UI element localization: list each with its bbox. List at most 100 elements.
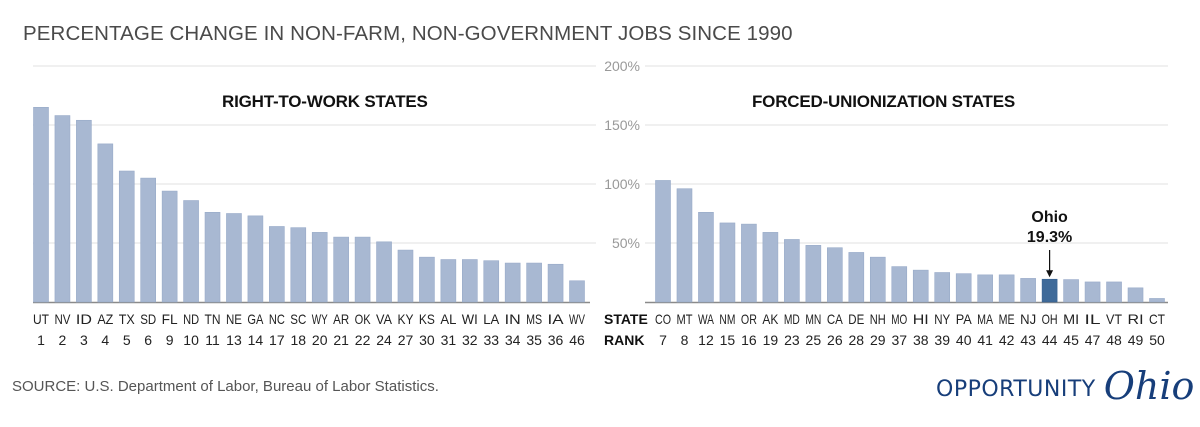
state-label: AR [333,311,349,327]
rank-label: 46 [569,332,585,348]
bar-oh [1041,278,1058,303]
state-label: CO [655,311,671,327]
state-label: NJ [1020,311,1036,327]
bar-wa [698,212,714,303]
rank-label: 45 [1063,332,1079,348]
state-label: KS [419,311,435,327]
state-label: AK [762,311,779,327]
bar-vt [1106,281,1122,303]
rank-label: 42 [999,332,1015,348]
state-label: GA [247,311,264,327]
bar-mn [805,245,822,303]
state-label: MT [676,311,692,327]
rank-label: 6 [144,332,152,348]
rank-label: 24 [376,332,392,348]
rank-label: 29 [870,332,886,348]
state-label: TN [205,311,221,327]
state-label: MA [977,311,994,327]
rank-label: 3 [80,332,88,348]
state-label: LA [483,311,500,327]
bar-ak [762,232,779,303]
bar-in [504,262,521,303]
y-tick-label: 200% [604,58,640,74]
bar-or [741,223,757,303]
state-label: WV [569,311,585,327]
right-to-work-labels: UT 1 NV 2 ID 3 AZ 4 TX 5 SD 6 FL 9 ND 10 TN 11 NE 13 GA 14 NC 1… [33,311,585,348]
state-label: CT [1149,311,1165,327]
y-tick-label: 150% [604,117,640,133]
forced-union-labels: CO 7 MT 8 WA 12 NM 15 OR 16 AK 19 MD 23 MN 25 CA 26 DE 28 NH… [655,311,1165,348]
bar-al [440,259,457,303]
state-label: OR [741,311,757,327]
y-tick-label: 100% [604,176,640,192]
rank-label: 4 [101,332,109,348]
bar-nh [869,256,886,303]
state-label: VA [376,311,393,327]
rank-label: 31 [441,332,457,348]
bar-mt [676,188,693,303]
rank-label: 1 [37,332,45,348]
rank-label: 44 [1042,332,1058,348]
annotation-arrowhead [1046,270,1054,278]
state-label: SC [290,311,306,327]
rank-label: 10 [183,332,199,348]
state-label: ID [76,311,92,327]
state-label: UT [33,311,49,327]
state-label: RI [1128,311,1144,327]
state-label: WI [462,311,478,327]
logo-script: Ohio [1103,364,1195,408]
forced-union-bars [645,180,1168,304]
rank-label: 50 [1149,332,1165,348]
rank-label: 21 [333,332,349,348]
bar-nv [54,115,71,303]
right-to-work-bars [33,107,590,304]
state-label: NY [934,311,951,327]
bar-ca [827,247,843,303]
forced-union-title: FORCED-UNIONIZATION STATES [752,92,1016,111]
bar-nc [269,226,285,303]
rank-label: 17 [269,332,285,348]
rank-label: 11 [205,332,220,348]
rank-label: 49 [1128,332,1144,348]
bar-ia [547,263,564,303]
bar-ks [419,256,435,303]
state-label: WA [698,311,714,327]
state-label: VT [1106,311,1122,327]
bar-id [76,119,92,303]
rank-label: 9 [166,332,174,348]
y-axis-ticks: 200% 150% 100% 50% [604,58,640,251]
state-row-label: STATE [604,311,648,327]
state-label: TX [119,311,136,327]
state-label: DE [848,311,864,327]
bar-mi [1063,279,1079,303]
state-label: AL [440,311,456,327]
state-label: MO [891,311,907,327]
bar-la [483,260,500,303]
state-label: SD [140,311,156,327]
state-label: IN [505,311,521,327]
bar-nd [183,200,199,303]
y-tick-label: 50% [612,235,640,251]
rank-label: 25 [806,332,822,348]
state-label: PA [956,311,973,327]
bar-wi [461,259,478,303]
rank-label: 8 [681,332,689,348]
state-label: IL [1085,311,1101,327]
bar-sd [140,177,156,303]
state-label: MD [784,311,800,327]
bar-ut [33,107,49,303]
bar-ar [333,236,349,303]
rank-label: 5 [123,332,131,348]
rank-label: 36 [548,332,564,348]
state-label: MI [1063,311,1079,327]
bar-ma [977,274,993,303]
bar-nm [719,222,736,303]
bar-ga [247,215,264,303]
state-label: NV [54,311,71,327]
rank-label: 16 [741,332,757,348]
annotation-label: Ohio [1031,209,1068,226]
bar-tx [118,170,135,303]
rank-label: 43 [1020,332,1036,348]
right-to-work-title: RIGHT-TO-WORK STATES [222,92,428,111]
bar-wv [569,280,585,303]
